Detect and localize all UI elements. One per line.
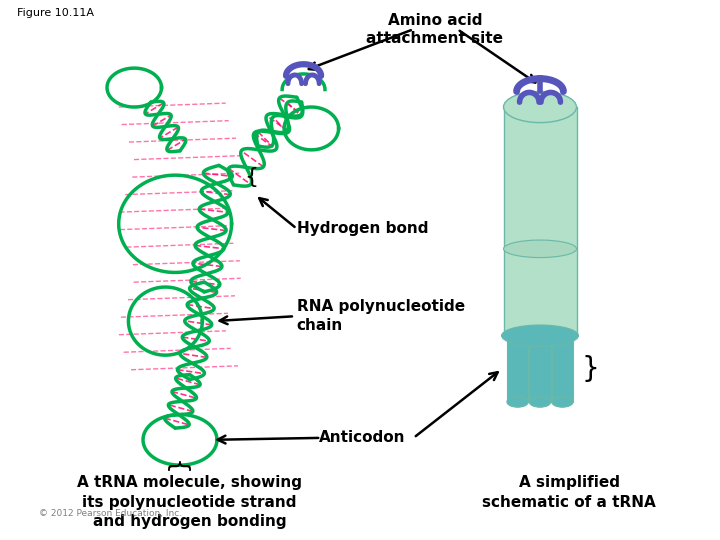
Bar (529, 336, 551, 402)
Text: Figure 10.11A: Figure 10.11A (17, 8, 94, 18)
Ellipse shape (529, 396, 551, 407)
Text: {: { (244, 167, 258, 187)
Text: A tRNA molecule, showing
its polynucleotide strand
and hydrogen bonding: A tRNA molecule, showing its polynucleot… (77, 475, 302, 529)
Text: A simplified
schematic of a tRNA: A simplified schematic of a tRNA (482, 475, 656, 510)
Ellipse shape (507, 396, 528, 407)
Text: © 2012 Pearson Education, Inc.: © 2012 Pearson Education, Inc. (39, 509, 182, 518)
Ellipse shape (503, 91, 577, 123)
Text: Anticodon: Anticodon (319, 430, 405, 445)
Bar (507, 336, 528, 402)
Text: RNA polynucleotide
chain: RNA polynucleotide chain (297, 300, 465, 333)
Text: Hydrogen bond: Hydrogen bond (297, 221, 428, 236)
Bar (504, 107, 577, 336)
Text: }: } (166, 454, 190, 470)
Text: }: } (582, 355, 600, 383)
Text: Amino acid
attachment site: Amino acid attachment site (366, 12, 503, 46)
Ellipse shape (503, 240, 577, 258)
Ellipse shape (502, 325, 578, 346)
Bar (552, 336, 573, 402)
Ellipse shape (552, 396, 573, 407)
